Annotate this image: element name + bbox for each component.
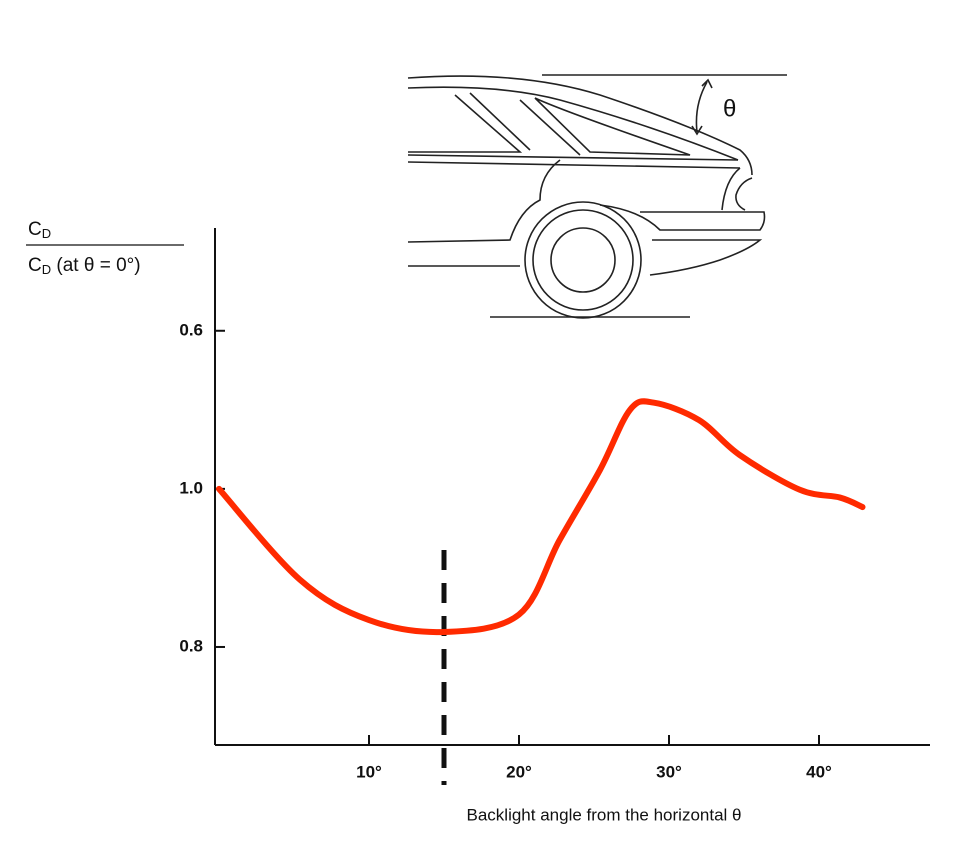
x-tick-label: 30°	[656, 762, 682, 781]
y-label-bottom: CD (at θ = 0°)	[28, 255, 141, 277]
y-tick-label: 1.0	[179, 478, 203, 497]
x-tick-label: 40°	[806, 762, 832, 781]
y-tick-label: 0.6	[179, 320, 203, 339]
diagram-label: θ	[723, 95, 736, 122]
x-tick-label: 10°	[356, 762, 382, 781]
y-tick-label: 0.8	[179, 636, 203, 655]
y-label-top: CD	[28, 219, 51, 241]
x-axis-label: Backlight angle from the horizontal θ	[467, 805, 742, 824]
x-tick-label: 20°	[506, 762, 532, 781]
y-axis-label: CD CD (at θ = 0°)	[26, 219, 184, 277]
data-line	[216, 398, 866, 636]
car-diagram	[407, 74, 787, 319]
